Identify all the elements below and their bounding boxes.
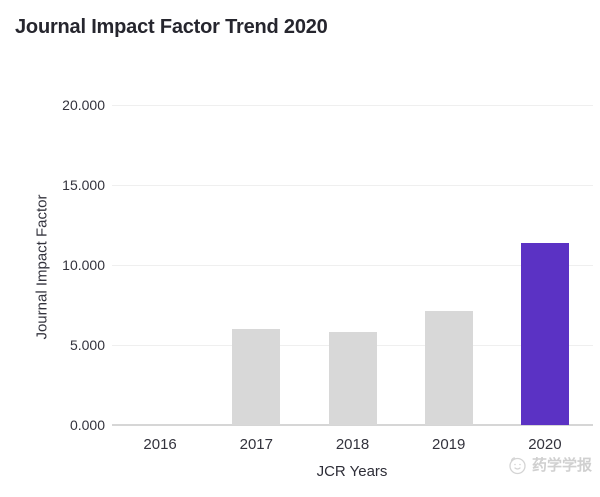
watermark-text: 药学学报 <box>531 457 592 474</box>
watermark: 药学学报 <box>507 454 592 475</box>
bar-2019 <box>424 311 473 425</box>
y-axis-tick-labels: 0.000 5.000 10.000 15.000 20.000 <box>0 0 105 497</box>
x-tick-label: 2018 <box>335 436 370 453</box>
chart-title: Journal Impact Factor Trend 2020 <box>15 16 328 38</box>
x-tick-label: 2017 <box>239 436 273 453</box>
y-tick-label: 15.000 <box>62 177 105 193</box>
y-tick-label: 20.000 <box>62 97 105 113</box>
bar-2018 <box>328 332 377 425</box>
x-tick-label: 2016 <box>143 436 177 453</box>
x-tick-label: 2020 <box>528 436 562 453</box>
x-axis-title: JCR Years <box>316 463 388 480</box>
y-tick-label: 10.000 <box>62 257 105 273</box>
journal-logo-icon <box>509 456 526 474</box>
y-tick-label: 0.000 <box>69 417 105 433</box>
plot-area <box>112 105 593 426</box>
bar-2020 <box>520 242 569 425</box>
x-tick-label: 2019 <box>432 436 466 453</box>
bar-2017 <box>232 329 281 425</box>
gridline <box>112 105 593 106</box>
gridline <box>112 185 593 186</box>
x-axis-line <box>112 424 593 426</box>
y-tick-label: 5.000 <box>69 337 105 353</box>
gridline <box>112 265 593 266</box>
